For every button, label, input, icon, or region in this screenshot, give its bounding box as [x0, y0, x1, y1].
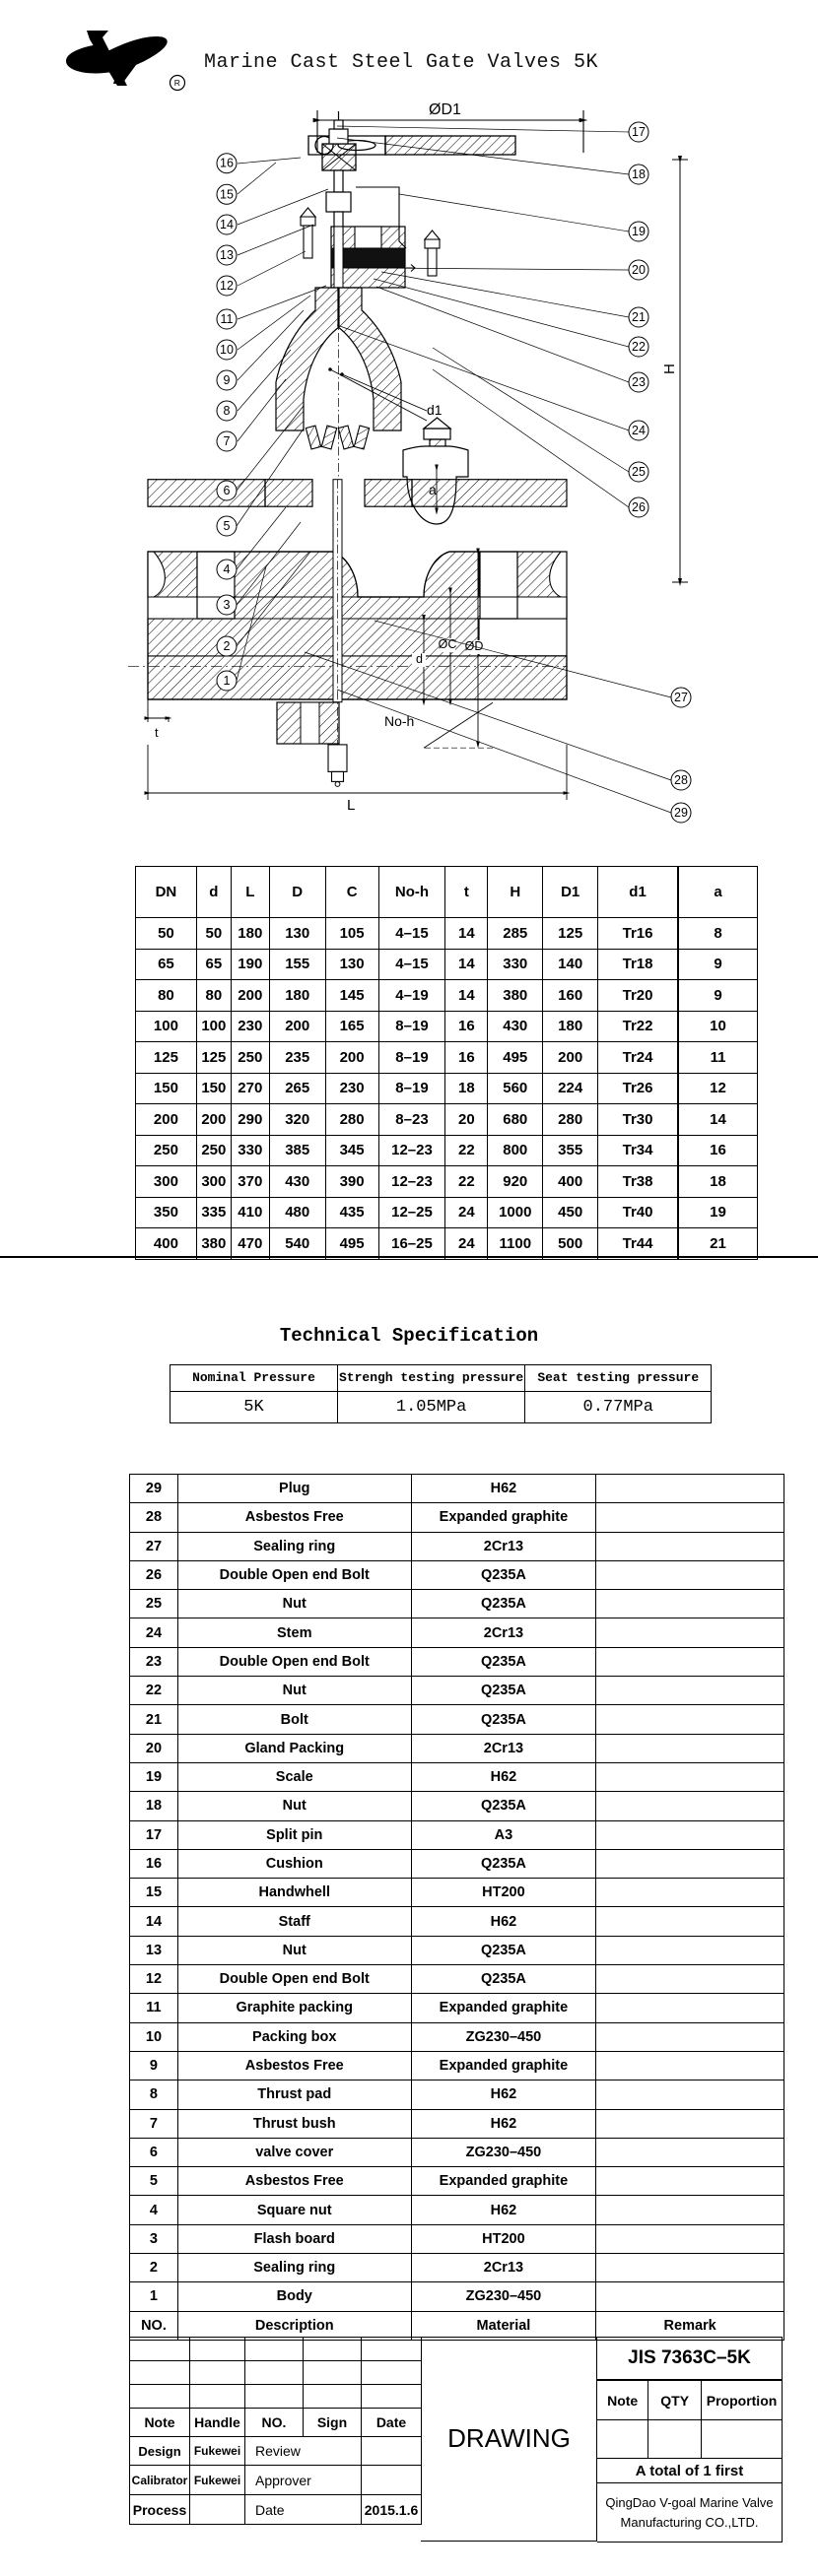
svg-text:9: 9 [224, 373, 231, 387]
svg-text:2: 2 [224, 639, 231, 653]
svg-text:27: 27 [674, 691, 688, 704]
svg-text:11: 11 [221, 312, 234, 326]
svg-text:8: 8 [224, 404, 231, 418]
svg-text:t: t [155, 725, 159, 740]
svg-text:ØD1: ØD1 [429, 101, 461, 118]
svg-text:22: 22 [632, 340, 646, 354]
svg-text:18: 18 [632, 167, 646, 181]
svg-text:26: 26 [632, 500, 646, 514]
svg-text:28: 28 [674, 773, 688, 787]
svg-text:5: 5 [224, 519, 231, 533]
svg-text:L: L [347, 797, 355, 814]
svg-text:1: 1 [224, 674, 231, 688]
svg-text:3: 3 [224, 598, 231, 612]
svg-text:6: 6 [224, 484, 231, 497]
svg-text:17: 17 [632, 125, 646, 139]
svg-text:10: 10 [220, 343, 234, 357]
svg-text:21: 21 [632, 310, 646, 324]
svg-text:29: 29 [674, 806, 688, 820]
svg-text:23: 23 [632, 375, 646, 389]
svg-text:24: 24 [632, 424, 646, 437]
svg-text:20: 20 [632, 263, 646, 277]
svg-text:4: 4 [224, 562, 231, 576]
svg-text:13: 13 [220, 248, 234, 262]
svg-text:d: d [416, 652, 423, 666]
svg-text:No-h: No-h [384, 713, 414, 729]
svg-text:15: 15 [220, 187, 234, 201]
svg-text:14: 14 [220, 218, 234, 231]
svg-text:H: H [661, 363, 678, 374]
svg-text:d1: d1 [427, 402, 443, 418]
svg-text:12: 12 [220, 279, 234, 293]
svg-text:19: 19 [632, 225, 646, 238]
svg-text:16: 16 [220, 157, 234, 170]
svg-text:R: R [174, 78, 180, 88]
svg-text:7: 7 [224, 434, 231, 448]
svg-text:25: 25 [632, 465, 646, 479]
